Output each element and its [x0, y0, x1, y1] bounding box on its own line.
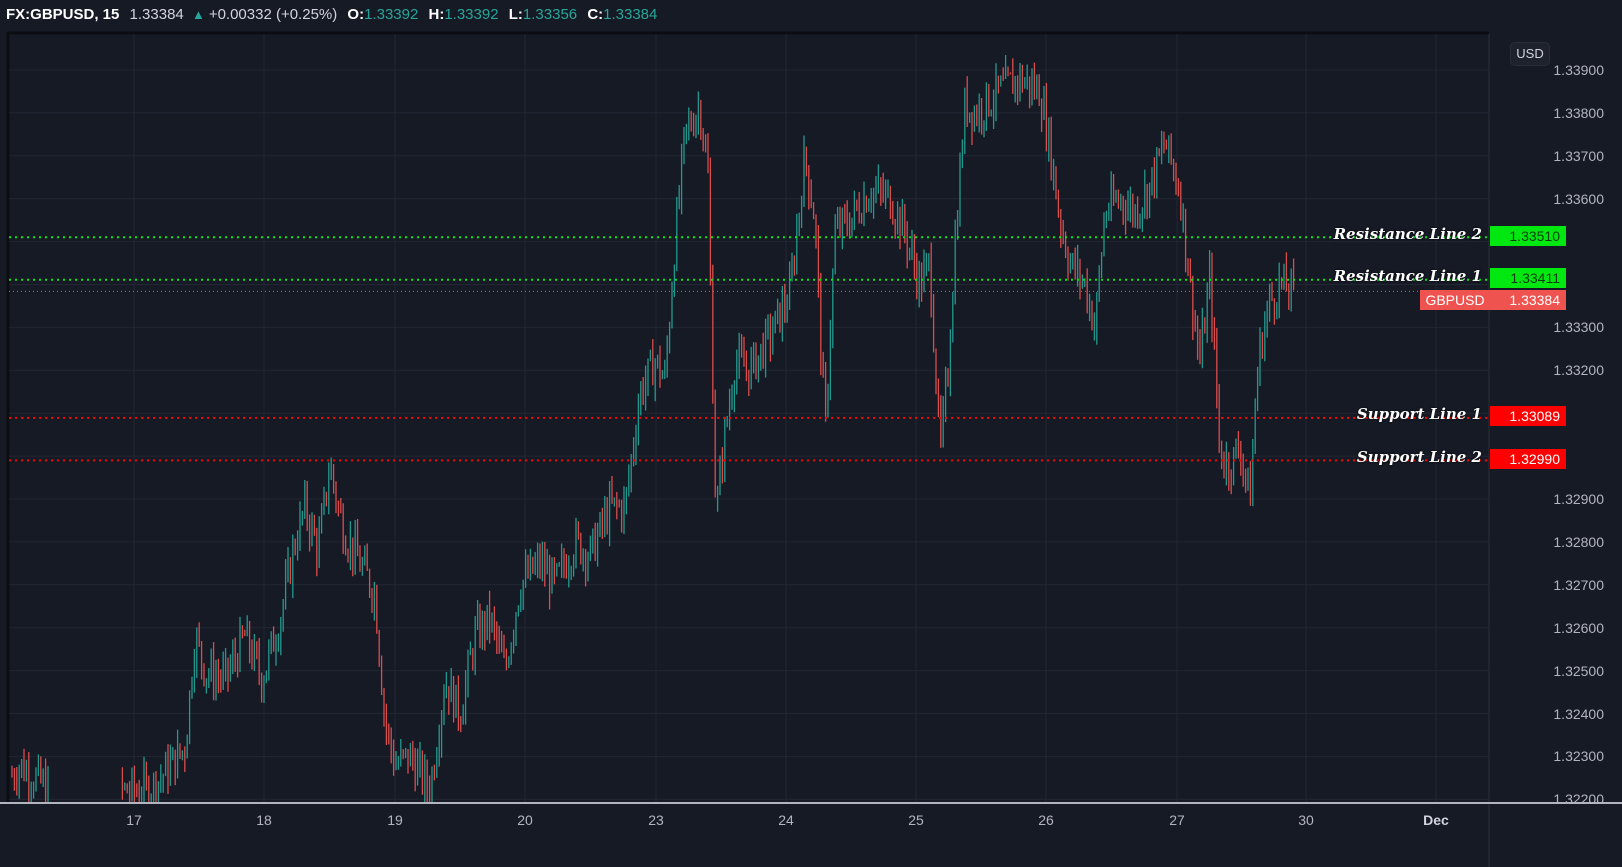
price-tick-label: 1.33700: [1553, 147, 1604, 164]
resistance-line-2-price-tag: 1.33510: [1490, 226, 1566, 246]
price-tick-label: 1.32700: [1553, 576, 1604, 593]
price-tick-label: 1.33600: [1553, 190, 1604, 207]
close-label: C:: [587, 6, 604, 23]
time-tick-label: 25: [908, 812, 924, 828]
support-line-2-label: Support Line 2: [1356, 448, 1482, 466]
time-tick-label: 26: [1038, 812, 1054, 828]
chart-legend: FX:GBPUSD, 15 1.33384 ▲ +0.00332 (+0.25%)…: [6, 4, 657, 26]
time-tick-label: 24: [778, 812, 794, 828]
price-tick-label: 1.32200: [1553, 791, 1604, 808]
symbol-price-tag: GBPUSD: [1420, 290, 1490, 310]
price-tick-label: 1.33200: [1553, 362, 1604, 379]
time-tick-label: 30: [1298, 812, 1314, 828]
price-tick-label: 1.33300: [1553, 319, 1604, 336]
symbol-label[interactable]: FX:GBPUSD, 15: [6, 6, 120, 23]
time-tick-label: 18: [256, 812, 272, 828]
price-tick-label: 1.32500: [1553, 662, 1604, 679]
time-tick-label: Dec: [1423, 812, 1449, 828]
current-price-tag: 1.33384: [1490, 290, 1566, 310]
triangle-up-icon: ▲: [191, 7, 205, 22]
resistance-line-1-label: Resistance Line 1: [1333, 267, 1482, 285]
close-value: 1.33384: [603, 6, 658, 23]
time-tick-label: 20: [517, 812, 533, 828]
high-label: H:: [428, 6, 445, 23]
time-tick-label: 17: [126, 812, 142, 828]
price-tick-label: 1.33900: [1553, 62, 1604, 78]
price-tick-label: 1.32300: [1553, 748, 1604, 765]
time-tick-label: 27: [1169, 812, 1185, 828]
time-tick-label: 19: [387, 812, 403, 828]
currency-button[interactable]: USD: [1510, 42, 1550, 66]
price-tick-label: 1.32900: [1553, 491, 1604, 507]
low-value: 1.33356: [522, 6, 578, 23]
price-change: +0.00332 (+0.25%): [208, 6, 338, 23]
price-tick-label: 1.32600: [1553, 619, 1604, 636]
price-tick-label: 1.32800: [1553, 533, 1604, 550]
support-line-2-price-tag: 1.32990: [1490, 449, 1566, 469]
open-value: 1.33392: [364, 6, 419, 23]
open-label: O:: [347, 6, 365, 23]
time-tick-label: 23: [648, 812, 664, 828]
support-line-1-label: Support Line 1: [1356, 405, 1482, 423]
resistance-line-2-label: Resistance Line 2: [1333, 225, 1482, 243]
high-value: 1.33392: [444, 6, 499, 23]
support-line-1-price-tag: 1.33089: [1490, 406, 1566, 426]
low-label: L:: [508, 6, 523, 23]
last-price: 1.33384: [129, 6, 184, 23]
resistance-line-1-price-tag: 1.33411: [1490, 268, 1566, 288]
price-tick-label: 1.32400: [1553, 705, 1604, 722]
price-tick-label: 1.33800: [1553, 104, 1604, 121]
